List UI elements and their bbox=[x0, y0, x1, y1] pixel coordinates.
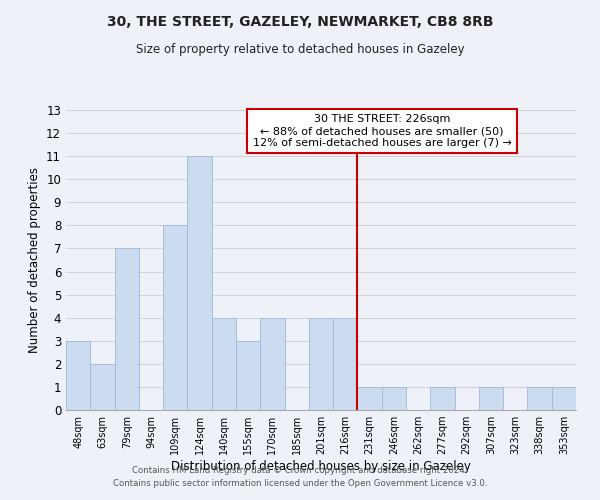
Bar bbox=[212, 318, 236, 410]
X-axis label: Distribution of detached houses by size in Gazeley: Distribution of detached houses by size … bbox=[171, 460, 471, 473]
Bar bbox=[163, 226, 187, 410]
Text: Size of property relative to detached houses in Gazeley: Size of property relative to detached ho… bbox=[136, 42, 464, 56]
Text: Contains HM Land Registry data © Crown copyright and database right 2024.
Contai: Contains HM Land Registry data © Crown c… bbox=[113, 466, 487, 487]
Bar bbox=[115, 248, 139, 410]
Text: 30 THE STREET: 226sqm
← 88% of detached houses are smaller (50)
12% of semi-deta: 30 THE STREET: 226sqm ← 88% of detached … bbox=[253, 114, 512, 148]
Bar bbox=[90, 364, 115, 410]
Bar bbox=[358, 387, 382, 410]
Bar bbox=[66, 341, 90, 410]
Bar bbox=[382, 387, 406, 410]
Bar bbox=[527, 387, 552, 410]
Bar bbox=[260, 318, 284, 410]
Bar bbox=[309, 318, 333, 410]
Bar bbox=[430, 387, 455, 410]
Y-axis label: Number of detached properties: Number of detached properties bbox=[28, 167, 41, 353]
Bar bbox=[187, 156, 212, 410]
Text: 30, THE STREET, GAZELEY, NEWMARKET, CB8 8RB: 30, THE STREET, GAZELEY, NEWMARKET, CB8 … bbox=[107, 15, 493, 29]
Bar bbox=[236, 341, 260, 410]
Bar bbox=[479, 387, 503, 410]
Bar bbox=[552, 387, 576, 410]
Bar bbox=[333, 318, 358, 410]
